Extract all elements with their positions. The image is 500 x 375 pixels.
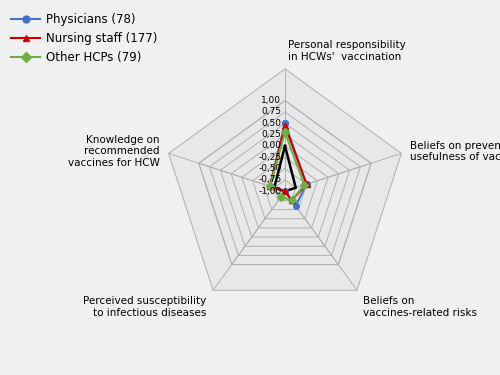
Text: 0,50: 0,50	[262, 119, 281, 128]
Text: 0,25: 0,25	[262, 130, 281, 139]
Text: 1,00: 1,00	[262, 96, 281, 105]
Text: Perceived susceptibility
to infectious diseases: Perceived susceptibility to infectious d…	[84, 296, 206, 318]
Text: -0,25: -0,25	[258, 153, 281, 162]
Text: Knowledge on
recommended
vaccines for HCW: Knowledge on recommended vaccines for HC…	[68, 135, 160, 168]
Text: Personal responsibility
in HCWs'  vaccination: Personal responsibility in HCWs' vaccina…	[288, 40, 406, 62]
Text: -0,50: -0,50	[258, 164, 281, 173]
Text: 0,00: 0,00	[262, 141, 281, 150]
Text: 0,75: 0,75	[262, 108, 281, 117]
Text: -1,00: -1,00	[258, 187, 281, 196]
Polygon shape	[168, 69, 402, 290]
Text: Beliefs on preventive
usefulness of vaccines: Beliefs on preventive usefulness of vacc…	[410, 141, 500, 162]
Text: Beliefs on
vaccines-related risks: Beliefs on vaccines-related risks	[364, 296, 478, 318]
Text: -0,75: -0,75	[258, 176, 281, 184]
Legend: Physicians (78), Nursing staff (177), Other HCPs (79): Physicians (78), Nursing staff (177), Ot…	[11, 13, 158, 64]
